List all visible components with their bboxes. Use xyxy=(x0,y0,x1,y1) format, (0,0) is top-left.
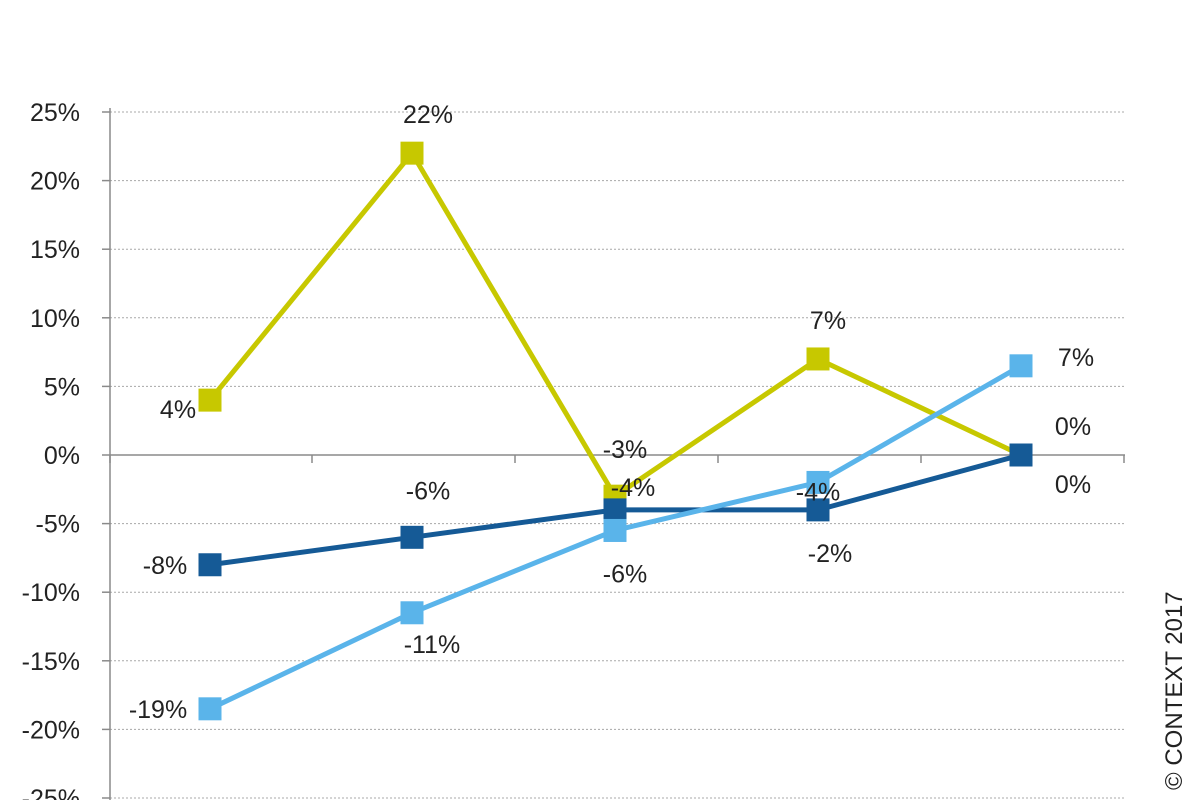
data-point-marker xyxy=(198,697,222,721)
data-point-marker xyxy=(400,601,424,625)
data-label: -4% xyxy=(611,474,655,502)
data-label: 0% xyxy=(1055,413,1091,441)
data-label: -11% xyxy=(404,631,461,659)
data-point-marker xyxy=(198,388,222,412)
y-tick-label: -15% xyxy=(22,648,80,676)
data-label: -6% xyxy=(406,477,450,505)
data-point-marker xyxy=(806,498,830,522)
y-tick-label: 15% xyxy=(30,236,80,264)
data-label: -4% xyxy=(796,478,840,506)
y-tick-label: 0% xyxy=(44,442,80,470)
data-point-marker xyxy=(198,553,222,577)
data-label: -2% xyxy=(808,540,852,568)
data-point-marker xyxy=(400,141,424,165)
series-layer xyxy=(198,141,1033,721)
y-tick-label: 25% xyxy=(30,99,80,127)
y-tick-label: -20% xyxy=(22,716,80,744)
data-label: 0% xyxy=(1055,471,1091,499)
y-tick-label: 5% xyxy=(44,373,80,401)
label-layer: 4% 22% -3% 7% 0% -8% -6% -4% -2% 0% -19% -11% -6% -4%… xyxy=(129,101,1094,724)
data-point-marker xyxy=(806,470,830,494)
y-tick-label: -25% xyxy=(22,785,80,800)
copyright-text: © CONTEXT 2017 xyxy=(1161,591,1188,790)
data-label: 22% xyxy=(403,101,453,129)
data-label: -8% xyxy=(143,552,187,580)
axis-layer: 25% 20% 15% 10% 5% 0% -5% -10% -15% -20% -25% xyxy=(22,99,1125,805)
y-tick-label: 20% xyxy=(30,168,80,196)
y-tick-label: 10% xyxy=(30,305,80,333)
data-label: 7% xyxy=(1058,344,1094,372)
data-label: -6% xyxy=(603,560,647,588)
y-tick-label: -5% xyxy=(36,511,80,539)
data-label: -3% xyxy=(603,436,647,464)
data-point-marker xyxy=(1009,443,1033,467)
data-point-marker xyxy=(603,518,627,542)
data-label: 4% xyxy=(160,396,196,424)
data-point-marker xyxy=(1009,354,1033,378)
data-point-marker xyxy=(806,347,830,371)
y-tick-label: -10% xyxy=(22,579,80,607)
data-point-marker xyxy=(400,525,424,549)
data-label: -19% xyxy=(129,696,187,724)
data-label: 7% xyxy=(810,307,846,335)
data-point-marker xyxy=(603,498,627,522)
